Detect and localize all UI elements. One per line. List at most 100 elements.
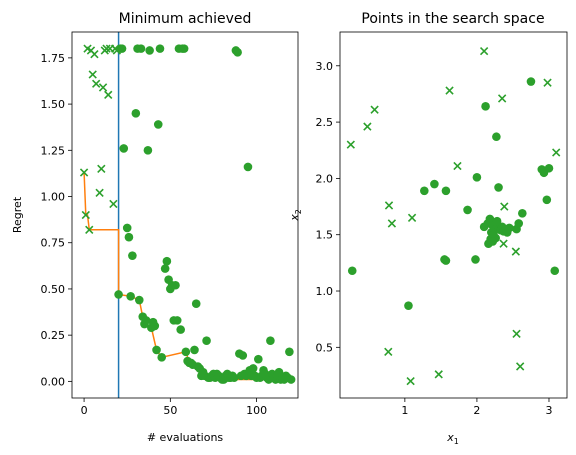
random-point xyxy=(370,105,379,114)
model-point xyxy=(420,186,429,196)
search-space-x-axis-label: x1 xyxy=(446,431,459,446)
random-point xyxy=(497,94,507,103)
random-point xyxy=(552,148,561,157)
random-point xyxy=(102,44,111,53)
random-point xyxy=(445,86,454,95)
random-point xyxy=(90,50,99,59)
random-point xyxy=(515,362,525,371)
random-point xyxy=(97,164,106,173)
random-point xyxy=(104,90,113,100)
regret-marks xyxy=(79,32,296,398)
model-point xyxy=(162,256,172,266)
model-point xyxy=(145,46,154,55)
x-tick-label: 2 xyxy=(473,404,480,417)
random-point xyxy=(479,46,489,56)
model-point xyxy=(153,120,163,129)
random-point xyxy=(384,347,393,356)
model-point xyxy=(441,186,451,196)
regret-x-axis-label: # evaluations xyxy=(147,431,224,444)
model-point xyxy=(492,132,501,142)
random-point xyxy=(91,79,101,88)
model-point xyxy=(485,214,495,224)
model-point xyxy=(441,256,451,265)
y-tick-label: 1.50 xyxy=(41,98,66,111)
model-point xyxy=(254,354,263,364)
search-space-axes-frame xyxy=(339,31,568,399)
model-point xyxy=(152,345,161,355)
random-point xyxy=(363,122,372,131)
model-point xyxy=(463,205,472,215)
y-tick-label: 0.5 xyxy=(316,341,334,354)
y-tick-label: 1.25 xyxy=(41,144,66,157)
model-point xyxy=(544,163,554,173)
y-tick-label: 3.0 xyxy=(316,60,334,73)
regret-axes-frame xyxy=(71,31,299,399)
model-point xyxy=(492,216,502,226)
model-point xyxy=(134,295,144,305)
random-point xyxy=(407,213,417,222)
search-space-chart-title: Points in the search space xyxy=(361,11,544,27)
model-point xyxy=(176,325,185,334)
y-tick-label: 0.50 xyxy=(41,283,66,296)
x-tick-label: 100 xyxy=(246,404,267,417)
search-space-marks xyxy=(346,46,561,386)
regret-ticks: 0 50 100 0.00 0.25 0.50 0.75 1.00 1.25 1.50 1.75 xyxy=(41,52,268,417)
random-point xyxy=(112,46,122,55)
model-point xyxy=(248,364,258,373)
model-point xyxy=(119,144,129,153)
model-point xyxy=(191,299,201,309)
y-tick-label: 1.00 xyxy=(41,191,66,204)
model-point xyxy=(494,183,503,192)
x-tick-label: 1 xyxy=(401,404,408,417)
random-point xyxy=(499,239,508,248)
model-point xyxy=(542,195,552,205)
model-point xyxy=(518,209,527,218)
random-point xyxy=(384,201,394,210)
random-point xyxy=(346,140,355,149)
search-space-chart: 1 2 3 0.5 1.0 1.5 2.0 2.5 3.0 Points in the sear… xyxy=(288,11,568,446)
regret-y-axis-label: Regret xyxy=(11,196,24,233)
model-point xyxy=(131,109,141,118)
model-point xyxy=(171,280,180,290)
model-point xyxy=(128,251,137,260)
random-point xyxy=(88,70,97,79)
model-point xyxy=(430,179,439,189)
random-point xyxy=(81,210,90,220)
model-point xyxy=(141,316,151,325)
model-point xyxy=(285,347,294,357)
model-point xyxy=(488,237,498,246)
random-point xyxy=(79,168,89,177)
model-point xyxy=(266,336,275,345)
model-point xyxy=(550,266,560,276)
model-point xyxy=(471,255,480,264)
x-tick-label: 0 xyxy=(81,404,88,417)
random-point xyxy=(511,247,521,256)
model-point xyxy=(514,219,524,228)
model-point xyxy=(190,345,199,355)
search-space-y-axis-label: x2 xyxy=(288,209,303,222)
model-point xyxy=(157,353,167,362)
random-point xyxy=(387,219,397,228)
model-point xyxy=(179,44,189,53)
model-point xyxy=(404,301,413,310)
x-tick-label: 50 xyxy=(163,404,177,417)
model-point xyxy=(143,146,153,155)
model-point xyxy=(122,223,132,233)
model-point xyxy=(126,292,135,301)
y-tick-label: 1.75 xyxy=(41,52,66,65)
model-point xyxy=(472,172,482,182)
random-point xyxy=(98,83,108,92)
search-space-ticks: 1 2 3 0.5 1.0 1.5 2.0 2.5 3.0 xyxy=(316,60,553,417)
random-point xyxy=(406,376,415,386)
model-point xyxy=(160,264,170,273)
random-point xyxy=(85,225,94,234)
y-tick-label: 0.00 xyxy=(41,375,66,388)
model-point xyxy=(243,162,253,172)
model-point xyxy=(233,48,242,57)
model-point xyxy=(229,373,239,382)
random-point xyxy=(512,329,521,338)
model-point xyxy=(155,44,165,53)
model-point xyxy=(114,290,123,299)
model-point xyxy=(124,232,134,242)
